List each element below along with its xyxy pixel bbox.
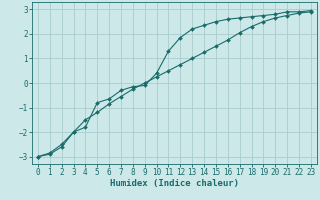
X-axis label: Humidex (Indice chaleur): Humidex (Indice chaleur)	[110, 179, 239, 188]
